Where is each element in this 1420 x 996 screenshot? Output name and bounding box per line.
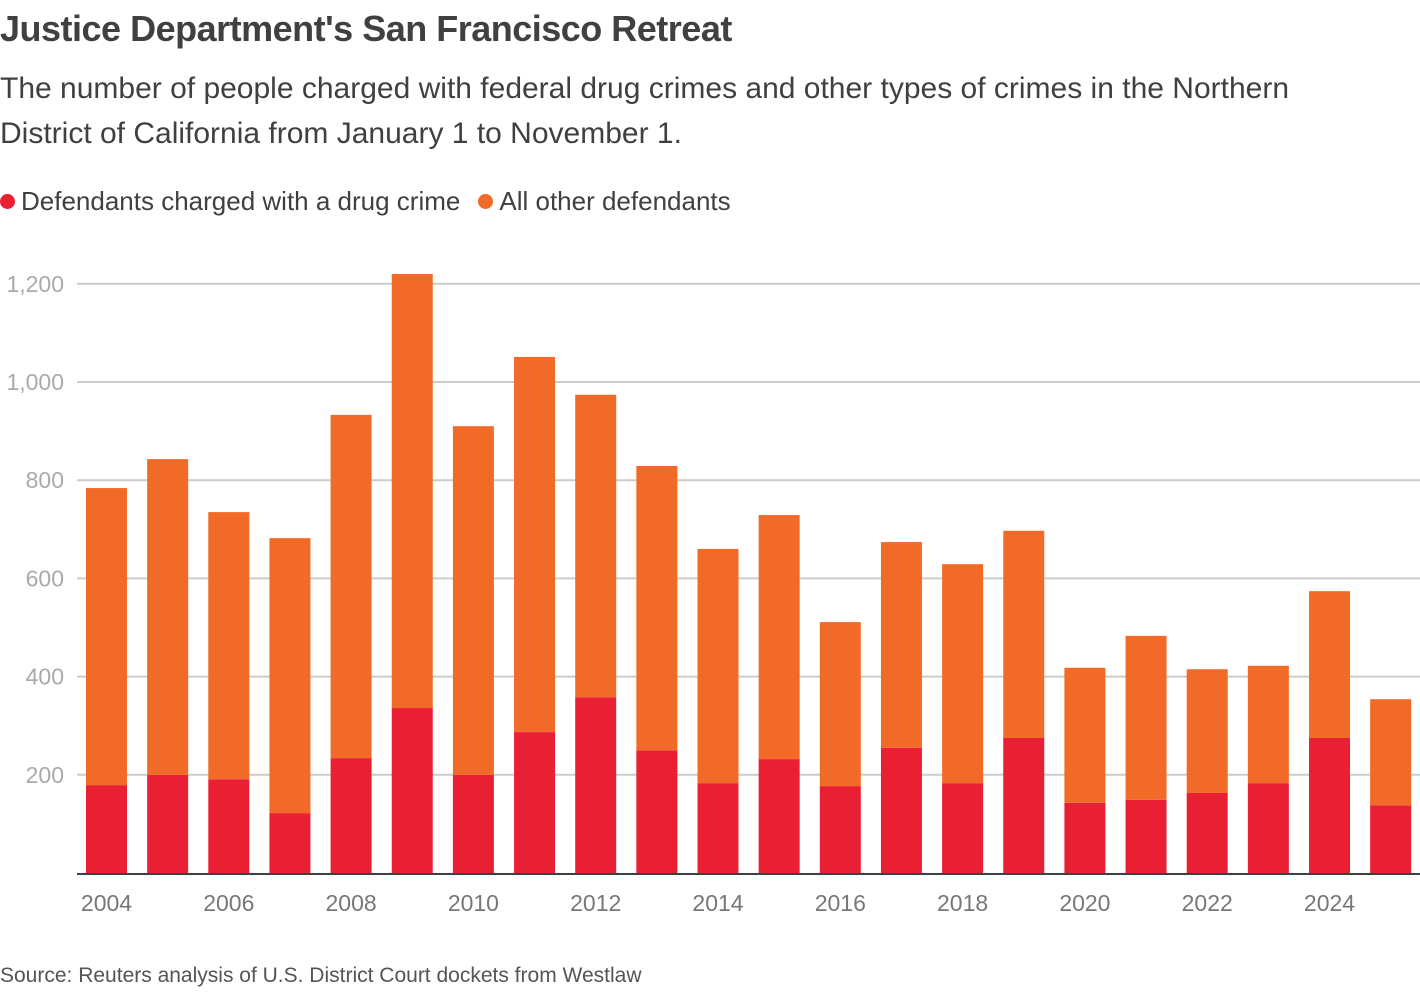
bar-other-2012 [575, 394, 617, 698]
x-axis: 2004 2006 2008 2010 2012 2014 2016 2018 2020 2022… [77, 873, 1420, 916]
chart-subtitle: The number of people charged with federa… [0, 72, 1290, 150]
x-tick-label: 2010 [448, 890, 499, 916]
bar-other-2021 [1125, 635, 1167, 800]
x-tick-label: 2012 [570, 890, 621, 916]
x-tick-label: 2006 [203, 890, 254, 916]
x-tick-label: 2020 [1059, 890, 1110, 916]
bar-other-2019 [1003, 530, 1045, 738]
bar-other-2006 [208, 512, 250, 780]
bar-other-2004 [86, 488, 127, 786]
source-note: Source: Reuters analysis of U.S. Distric… [0, 964, 642, 987]
bar-drug-2006 [208, 779, 250, 873]
y-tick-label: 1,000 [6, 369, 64, 395]
bar-drug-2011 [514, 732, 556, 873]
bar-drug-2013 [636, 750, 678, 873]
bar-drug-2005 [147, 774, 189, 873]
bar-drug-2018 [942, 783, 984, 873]
y-tick-label: 200 [26, 762, 64, 788]
bar-drug-2008 [330, 758, 372, 873]
x-tick-label: 2018 [937, 890, 988, 916]
bar-other-2022 [1186, 669, 1228, 793]
bar-other-2023 [1247, 665, 1289, 784]
bar-drug-2014 [697, 783, 739, 873]
bar-other-2024 [1309, 591, 1350, 738]
bar-other-2010 [452, 426, 494, 775]
x-tick-label: 2008 [326, 890, 377, 916]
bar-drug-2012 [575, 697, 617, 873]
bar-drug-2010 [452, 774, 494, 873]
bar-other-2016 [819, 622, 861, 787]
bar-other-2014 [697, 548, 739, 784]
y-tick-label: 400 [26, 664, 64, 690]
bar-other-2008 [330, 414, 372, 759]
legend-label-other: All other defendants [499, 186, 731, 216]
bar-other-2018 [942, 564, 984, 784]
x-tick-label: 2024 [1304, 890, 1355, 916]
legend-item-drug: Defendants charged with a drug crime [0, 186, 460, 217]
bar-other-2020 [1064, 667, 1106, 803]
bar-other-2009 [391, 273, 433, 709]
x-tick-label: 2004 [81, 890, 132, 916]
bar-other-2005 [147, 459, 189, 775]
bars [86, 273, 1412, 873]
bar-drug-2009 [391, 708, 433, 873]
y-tick-label: 800 [26, 467, 64, 493]
bar-drug-2015 [758, 759, 800, 873]
legend-label-drug: Defendants charged with a drug crime [21, 186, 461, 216]
bar-drug-2004 [86, 785, 127, 873]
bar-drug-2016 [819, 786, 861, 873]
legend: Defendants charged with a drug crime All… [0, 186, 749, 217]
x-tick-label: 2016 [815, 890, 866, 916]
y-tick-label: 600 [26, 565, 64, 591]
bar-drug-2022 [1186, 792, 1228, 873]
legend-swatch-other [478, 194, 494, 209]
bar-other-2013 [636, 465, 678, 751]
bar-drug-2024 [1309, 737, 1350, 873]
legend-item-other: All other defendants [478, 186, 731, 217]
bar-other-2015 [758, 515, 800, 760]
bar-drug-2020 [1064, 802, 1106, 873]
bar-other-2025 [1370, 699, 1412, 806]
bar-other-2011 [514, 356, 556, 733]
legend-swatch-drug [0, 194, 15, 209]
bar-drug-2021 [1125, 799, 1167, 873]
bar-other-2017 [880, 542, 922, 748]
bar-other-2007 [269, 538, 311, 814]
bar-drug-2007 [269, 813, 311, 873]
chart-title: Justice Department's San Francisco Retre… [0, 8, 732, 49]
bar-drug-2019 [1003, 737, 1045, 873]
y-axis-ticks: 200 400 600 800 1,000 1,200 [6, 271, 64, 788]
bar-drug-2017 [880, 747, 922, 873]
bar-drug-2025 [1370, 805, 1412, 873]
bar-drug-2023 [1247, 783, 1289, 873]
x-tick-label: 2022 [1182, 890, 1233, 916]
y-tick-label: 1,200 [6, 271, 64, 297]
x-tick-label: 2014 [692, 890, 743, 916]
